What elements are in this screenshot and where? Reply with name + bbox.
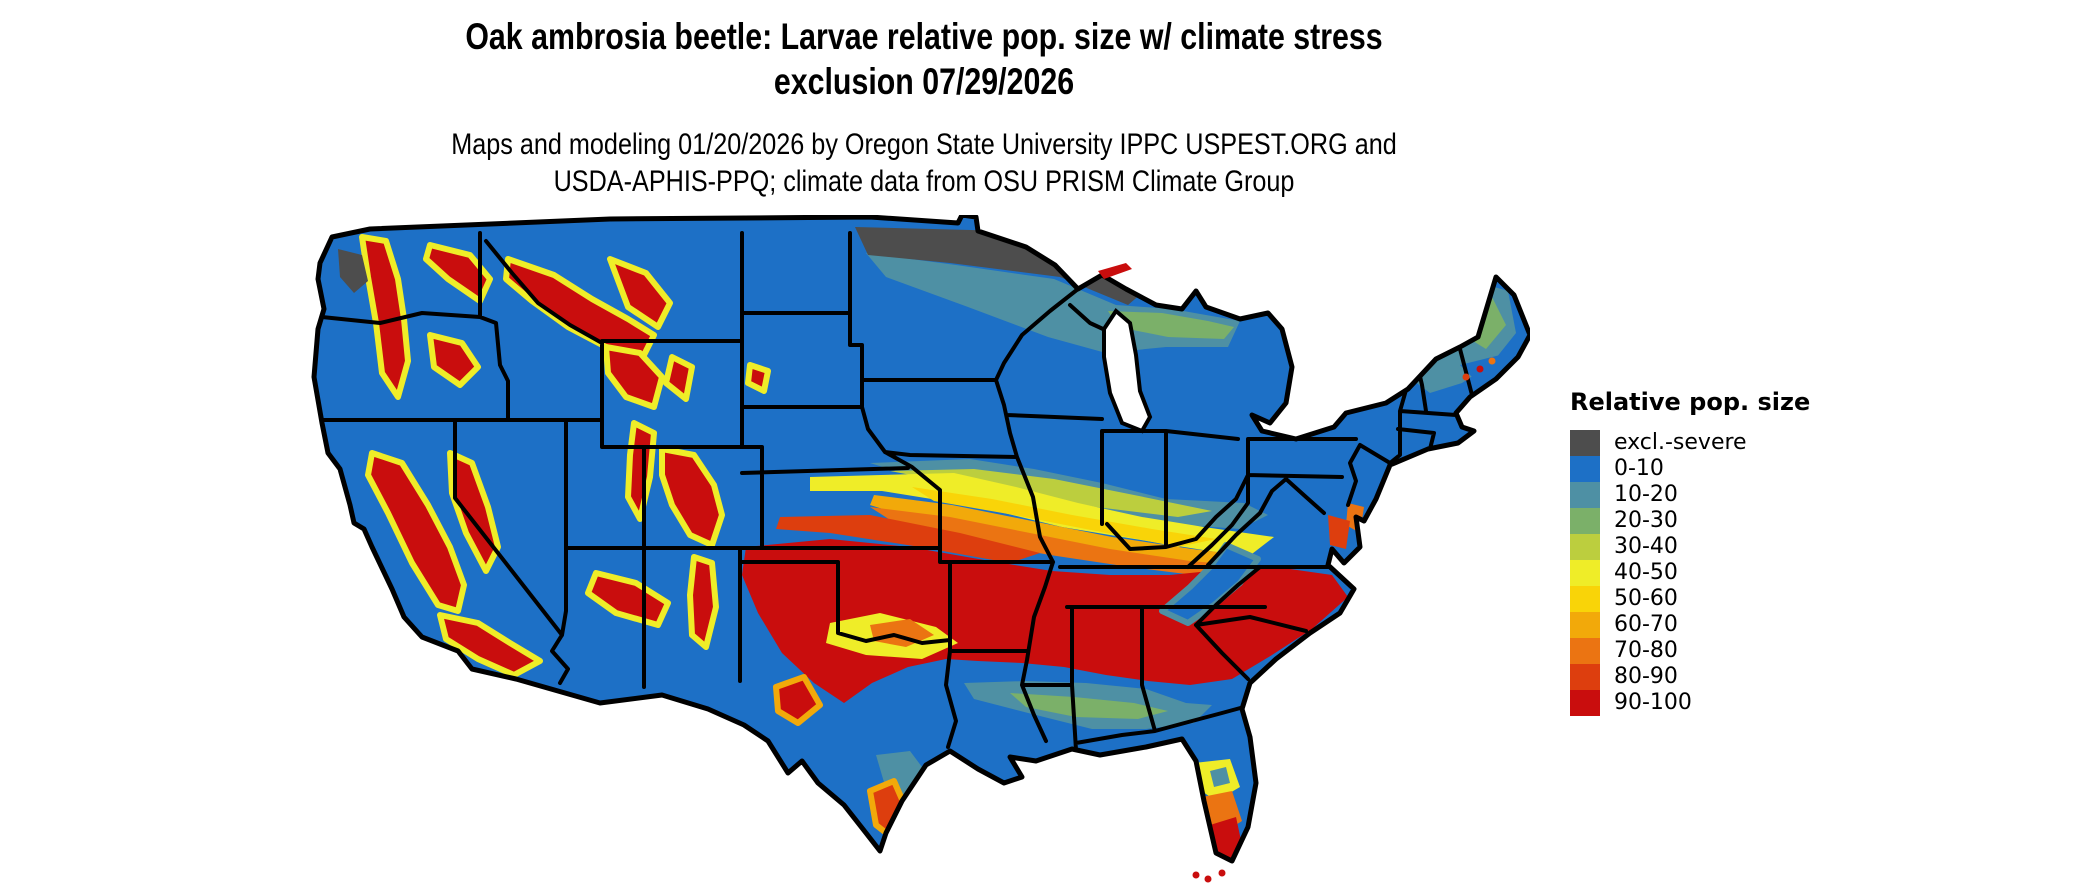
legend-label: 70-80: [1614, 638, 1678, 663]
map-speck: [1218, 869, 1226, 877]
legend-label: excl.-severe: [1614, 430, 1747, 455]
raster-region-b9: [427, 332, 481, 388]
raster-region-b9: [365, 450, 467, 614]
subtitle-line-2: USDA-APHIS-PPQ; climate data from OSU PR…: [553, 165, 1295, 198]
raster-region-b1: [1210, 767, 1230, 787]
raster-region-excl: [338, 249, 368, 293]
legend-item: 20-30: [1570, 508, 1810, 534]
map-speck: [1192, 871, 1200, 879]
raster-region-b9: [437, 612, 543, 678]
us-map-figure: [310, 215, 1530, 885]
header: Oak ambrosia beetle: Larvae relative pop…: [324, 14, 1524, 200]
legend: Relative pop. size excl.-severe 0-10 10-20…: [1570, 388, 1810, 716]
legend-item: 70-80: [1570, 638, 1810, 664]
legend-label: 0-10: [1614, 456, 1664, 481]
subtitle-line-1: Maps and modeling 01/20/2026 by Oregon S…: [451, 128, 1397, 161]
legend-label: 10-20: [1614, 482, 1678, 507]
legend-label: 90-100: [1614, 690, 1692, 715]
raster-region-b7: [870, 507, 1238, 577]
legend-item: 0-10: [1570, 456, 1810, 482]
legend-title: Relative pop. size: [1570, 388, 1811, 416]
legend-swatch: [1570, 508, 1600, 534]
map-speck: [1462, 373, 1470, 381]
legend-swatch: [1570, 482, 1600, 508]
raster-region-b5: [912, 487, 1216, 547]
legend-label: 20-30: [1614, 508, 1678, 533]
raster-region-b2: [1010, 693, 1168, 719]
state-borders: [320, 231, 1474, 752]
legend-label: 50-60: [1614, 586, 1678, 611]
raster-region-b9: [659, 446, 725, 548]
raster-region-b9: [773, 674, 823, 726]
legend-item: 10-20: [1570, 482, 1810, 508]
raster-region-b9: [585, 570, 671, 628]
legend-label: 40-50: [1614, 560, 1678, 585]
legend-swatch: [1570, 638, 1600, 664]
legend-swatch: [1570, 586, 1600, 612]
raster-region-b9: [687, 554, 719, 650]
raster-region-excl: [855, 227, 1142, 305]
raster-region-b8: [1328, 515, 1350, 549]
legend-item: 50-60: [1570, 586, 1810, 612]
raster-region-b9: [663, 354, 695, 402]
raster-region-b1: [1338, 339, 1392, 387]
legend-label: 30-40: [1614, 534, 1678, 559]
legend-swatch: [1570, 690, 1600, 716]
raster-region-b9: [359, 234, 411, 400]
lake-michigan: [1102, 308, 1153, 434]
legend-swatch: [1570, 430, 1600, 456]
conus-outline: [311, 215, 1530, 864]
raster-region-b9: [607, 256, 673, 330]
raster-region-b9: [603, 344, 665, 410]
legend-item: 30-40: [1570, 534, 1810, 560]
raster-region-b2: [1108, 311, 1234, 339]
legend-swatch: [1570, 534, 1600, 560]
map-speck: [1476, 365, 1484, 373]
map-speck: [1204, 875, 1212, 883]
legend-item: 80-90: [1570, 664, 1810, 690]
raster-region-b8: [776, 515, 1040, 563]
page-title-line-2: exclusion 07/29/2026: [773, 61, 1075, 102]
raster-layers: [314, 215, 1530, 861]
raster-region-b0: [1460, 355, 1510, 385]
page-title-line-1: Oak ambrosia beetle: Larvae relative pop…: [465, 16, 1383, 57]
legend-item: 60-70: [1570, 612, 1810, 638]
legend-label: 60-70: [1614, 612, 1678, 637]
raster-region-b6: [870, 495, 1244, 569]
legend-swatch: [1570, 612, 1600, 638]
map-speck: [1488, 357, 1496, 365]
us-map-svg: [311, 215, 1530, 883]
map-speck: [1098, 263, 1132, 279]
raster-region-b9: [745, 362, 771, 394]
legend-swatch: [1570, 560, 1600, 586]
legend-swatch: [1570, 456, 1600, 482]
legend-item: 40-50: [1570, 560, 1810, 586]
legend-item: excl.-severe: [1570, 430, 1810, 456]
legend-item: 90-100: [1570, 690, 1810, 716]
legend-label: 80-90: [1614, 664, 1678, 689]
legend-swatch: [1570, 664, 1600, 690]
legend-rows: excl.-severe 0-10 10-20 20-30 30-40 40-50 50-6…: [1570, 430, 1810, 716]
